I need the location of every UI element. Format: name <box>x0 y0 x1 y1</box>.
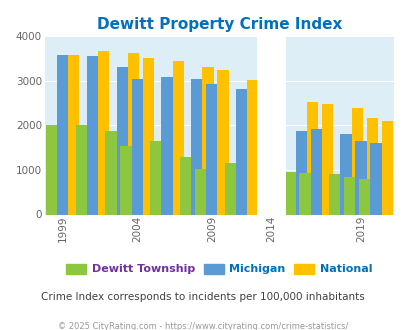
Bar <box>202 68 213 214</box>
Legend: Dewitt Township, Michigan, National: Dewitt Township, Michigan, National <box>62 259 376 279</box>
Bar <box>354 141 366 214</box>
Bar <box>351 109 362 214</box>
Bar <box>366 118 377 214</box>
Bar <box>180 157 191 214</box>
Bar <box>284 172 295 214</box>
Bar <box>105 131 116 214</box>
Bar <box>143 58 153 214</box>
Bar <box>321 105 332 214</box>
Bar <box>172 61 183 214</box>
Bar <box>343 177 354 214</box>
Bar <box>206 84 217 214</box>
Bar <box>161 77 172 214</box>
Bar <box>247 81 258 214</box>
Bar <box>381 121 392 214</box>
Bar <box>150 142 161 214</box>
Bar <box>369 143 381 214</box>
Bar <box>68 54 79 214</box>
Bar <box>116 67 128 214</box>
Bar <box>98 51 109 214</box>
Bar <box>340 134 351 214</box>
Title: Dewitt Property Crime Index: Dewitt Property Crime Index <box>96 17 341 32</box>
Bar <box>295 131 306 214</box>
Bar <box>87 56 98 214</box>
Bar <box>256 36 286 214</box>
Text: © 2025 CityRating.com - https://www.cityrating.com/crime-statistics/: © 2025 CityRating.com - https://www.city… <box>58 322 347 330</box>
Bar <box>310 129 321 214</box>
Bar <box>328 174 340 214</box>
Bar <box>299 173 310 214</box>
Bar <box>235 89 247 214</box>
Bar <box>217 70 228 214</box>
Bar <box>131 79 143 214</box>
Bar <box>358 179 369 215</box>
Bar <box>120 146 131 214</box>
Bar <box>75 124 87 214</box>
Bar <box>194 169 206 214</box>
Bar <box>46 124 57 214</box>
Bar <box>191 79 202 214</box>
Bar <box>306 102 317 214</box>
Bar <box>57 55 68 214</box>
Text: Crime Index corresponds to incidents per 100,000 inhabitants: Crime Index corresponds to incidents per… <box>41 292 364 302</box>
Bar <box>128 53 139 214</box>
Bar <box>224 163 235 214</box>
